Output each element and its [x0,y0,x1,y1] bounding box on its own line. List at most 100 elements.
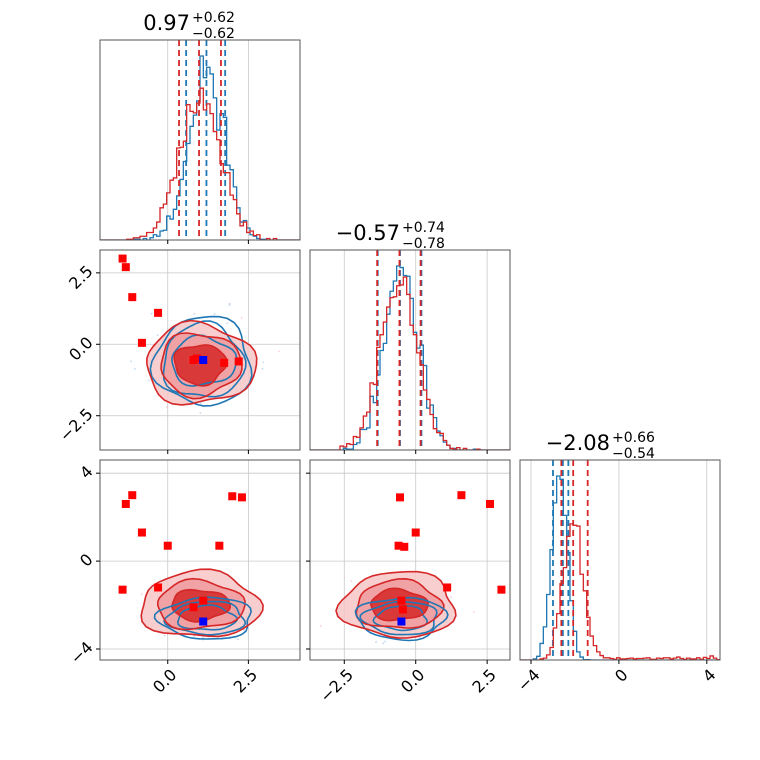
red-marker [154,583,163,592]
red-marker [154,308,163,317]
y-tick-label: −4 [66,638,96,668]
blue-contour [171,334,238,387]
sample-point [240,316,243,319]
sample-point [133,367,136,370]
red-marker [199,596,208,605]
sample-point [243,629,245,632]
contour-group [140,568,264,641]
sample-point [140,593,143,596]
red-marker [118,254,127,263]
x-tick-label: 2.5 [230,665,261,696]
red-marker [121,263,130,272]
sample-point [150,312,153,315]
y-tick-label: 4 [76,462,97,483]
blue-marker [397,617,406,626]
red-marker [137,338,146,347]
x-tick-label: 0.0 [397,665,428,696]
red-marker [394,541,403,550]
sample-point [163,634,166,637]
red-contour [160,332,243,400]
marginal-panel-1: 0.97 +0.62−0.62 [99,10,301,244]
scatter-panel-1: −2.5 0.0 2.5 [56,249,301,454]
sample-point [278,350,280,353]
hist-blue [310,265,510,450]
red-marker [128,293,137,302]
hist-group [520,460,720,660]
panel-frame [309,249,511,451]
red-marker [220,358,229,367]
panel-frame [99,39,301,241]
red-marker [192,354,201,363]
marginal-title-value: −0.57 [336,221,400,245]
sample-point [147,379,150,381]
sample-point [193,313,196,315]
y-tick-label: 2.5 [65,262,96,293]
marginal-title-minus: −0.54 [612,446,655,462]
hist-red [520,523,720,660]
x-tick-label: 4 [699,665,720,686]
red-contour [370,587,429,622]
blue-contour [176,604,239,631]
scatter-panel-2: 0.0 2.5 −4 0 4 [66,459,301,697]
blue-contour [162,320,247,398]
red-marker [443,583,452,592]
red-density-fill [174,345,228,386]
sample-point [156,334,159,336]
x-tick-label: 0.0 [149,665,180,696]
sample-point [473,611,476,613]
sample-point [202,636,204,638]
sample-point [228,304,231,306]
marginal-title-minus: −0.62 [192,26,235,42]
blue-contour [372,605,429,632]
x-tick-label: 2.5 [468,665,499,696]
marginal-title-plus: +0.62 [192,10,235,26]
sample-point [130,360,132,363]
hist-red [100,87,300,240]
red-marker [118,585,127,594]
red-marker [411,528,420,537]
red-marker [497,585,506,594]
marginal-title-value: −2.08 [546,431,610,455]
blue-contour [153,596,252,640]
red-marker [228,492,237,501]
marginal-panel-3: −4 0 4 −2.08 +0.66−0.54 [514,430,721,695]
red-contour [173,344,229,387]
blue-contour [359,600,438,636]
red-marker [397,596,406,605]
red-marker [215,541,224,550]
red-marker [163,541,172,550]
marginal-title-value: 0.97 [143,11,190,35]
red-contour [171,588,232,623]
y-tick-label: −2.5 [56,404,97,445]
red-marker [189,603,198,612]
blue-contour [149,315,253,407]
red-contour [156,577,246,631]
sample-point [200,402,203,405]
hist-group [100,40,300,240]
sample-point [213,313,216,316]
sample-point [350,580,353,583]
sample-point [199,412,202,414]
x-tick-label: −2.5 [316,665,357,706]
red-contour [335,570,457,639]
sample-point [384,640,386,643]
blue-marker [199,617,208,626]
sample-point [193,635,195,637]
red-marker [137,528,146,537]
red-marker [128,491,137,500]
red-contour [355,577,445,629]
red-marker [121,499,130,508]
blue-marker [199,356,208,364]
blue-contour [163,600,247,636]
y-tick-label: 0.0 [65,333,96,364]
sample-point [382,642,385,645]
marginal-title-plus: +0.74 [402,220,445,236]
marginal-title-plus: +0.66 [612,430,655,446]
red-contour [146,319,258,406]
panel-frame [99,459,301,661]
hist-blue [100,55,300,240]
red-marker [237,493,246,502]
red-marker [396,493,404,502]
x-tick-label: −4 [514,665,544,695]
sample-point [237,638,240,641]
